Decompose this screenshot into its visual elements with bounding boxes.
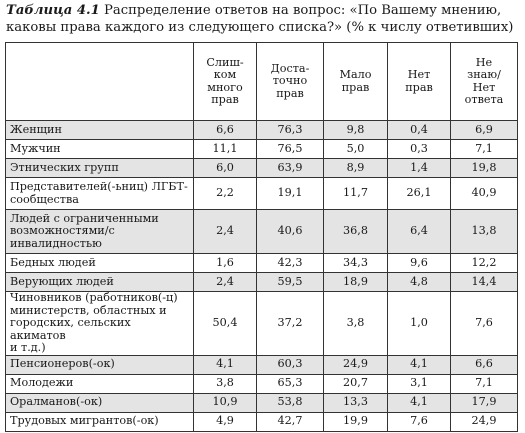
cell-value: 20,7 bbox=[323, 373, 388, 394]
cell-value: 17,9 bbox=[450, 392, 518, 413]
cell-value: 0,3 bbox=[387, 139, 451, 159]
cell-value: 7,6 bbox=[450, 291, 518, 356]
row-label: Трудовых мигрантов(-ок) bbox=[5, 411, 194, 432]
table-row: Мужчин 11,1 76,5 5,0 0,3 7,1 bbox=[5, 139, 518, 159]
column-header: Нет прав bbox=[387, 42, 451, 121]
cell-value: 76,5 bbox=[256, 139, 324, 159]
cell-value: 19,9 bbox=[323, 411, 388, 432]
cell-value: 14,4 bbox=[450, 272, 518, 292]
cell-value: 40,9 bbox=[450, 177, 518, 210]
table-row: Оралманов(-ок) 10,9 53,8 13,3 4,1 17,9 bbox=[5, 392, 518, 413]
cell-value: 7,6 bbox=[387, 411, 451, 432]
row-label: Женщин bbox=[5, 120, 194, 140]
row-label: Мужчин bbox=[5, 139, 194, 159]
cell-value: 37,2 bbox=[256, 291, 324, 356]
cell-value: 4,1 bbox=[193, 354, 257, 375]
column-header: Мало прав bbox=[323, 42, 388, 121]
column-header: Слиш-ком много прав bbox=[193, 42, 257, 121]
cell-value: 18,9 bbox=[323, 272, 388, 292]
table-body: Слиш-ком много прав Доста-точно прав Мало прав… bbox=[5, 42, 518, 432]
row-label: Этнических групп bbox=[5, 158, 194, 178]
cell-value: 65,3 bbox=[256, 373, 324, 394]
cell-value: 63,9 bbox=[256, 158, 324, 178]
cell-value: 6,6 bbox=[193, 120, 257, 140]
table-row: Представителей(-ьниц) ЛГБТ-сообщества 2,2… bbox=[5, 177, 518, 210]
cell-value: 3,1 bbox=[387, 373, 451, 394]
cell-value: 2,2 bbox=[193, 177, 257, 210]
cell-value: 2,4 bbox=[193, 272, 257, 292]
row-label: Молодежи bbox=[5, 373, 194, 394]
caption-label: Таблица 4.1 bbox=[6, 3, 100, 18]
cell-value: 19,8 bbox=[450, 158, 518, 178]
row-label: Людей с ограниченными возможностями/с инва… bbox=[5, 209, 194, 254]
responses-table: Слиш-ком много прав Доста-точно прав Мало прав… bbox=[5, 42, 518, 432]
cell-value: 2,4 bbox=[193, 209, 257, 254]
cell-value: 24,9 bbox=[450, 411, 518, 432]
cell-value: 11,7 bbox=[323, 177, 388, 210]
cell-value: 42,7 bbox=[256, 411, 324, 432]
table-row: Пенсионеров(-ок) 4,1 60,3 24,9 4,1 6,6 bbox=[5, 354, 518, 375]
cell-value: 7,1 bbox=[450, 373, 518, 394]
row-label: Чиновников (работников(-ц) министерств, о… bbox=[5, 291, 194, 356]
table-row: Молодежи 3,8 65,3 20,7 3,1 7,1 bbox=[5, 373, 518, 394]
cell-value: 4,9 bbox=[193, 411, 257, 432]
cell-value: 53,8 bbox=[256, 392, 324, 413]
cell-value: 26,1 bbox=[387, 177, 451, 210]
caption-text: Распределение ответов на вопрос: «По Ваш… bbox=[6, 3, 514, 35]
cell-value: 36,8 bbox=[323, 209, 388, 254]
row-label: Пенсионеров(-ок) bbox=[5, 354, 194, 375]
cell-value: 5,0 bbox=[323, 139, 388, 159]
cell-value: 59,5 bbox=[256, 272, 324, 292]
cell-value: 9,8 bbox=[323, 120, 388, 140]
cell-value: 13,8 bbox=[450, 209, 518, 254]
cell-value: 4,1 bbox=[387, 392, 451, 413]
cell-value: 4,8 bbox=[387, 272, 451, 292]
table-row: Бедных людей 1,6 42,3 34,3 9,6 12,2 bbox=[5, 253, 518, 273]
cell-value: 6,9 bbox=[450, 120, 518, 140]
table-row: Верующих людей 2,4 59,5 18,9 4,8 14,4 bbox=[5, 272, 518, 292]
cell-value: 4,1 bbox=[387, 354, 451, 375]
cell-value: 3,8 bbox=[323, 291, 388, 356]
cell-value: 1,0 bbox=[387, 291, 451, 356]
table-header-row: Слиш-ком много прав Доста-точно прав Мало прав… bbox=[5, 42, 518, 121]
cell-value: 10,9 bbox=[193, 392, 257, 413]
cell-value: 6,4 bbox=[387, 209, 451, 254]
cell-value: 12,2 bbox=[450, 253, 518, 273]
row-label: Представителей(-ьниц) ЛГБТ-сообщества bbox=[5, 177, 194, 210]
cell-value: 6,0 bbox=[193, 158, 257, 178]
table-row: Этнических групп 6,0 63,9 8,9 1,4 19,8 bbox=[5, 158, 518, 178]
cell-value: 8,9 bbox=[323, 158, 388, 178]
cell-value: 60,3 bbox=[256, 354, 324, 375]
row-label: Оралманов(-ок) bbox=[5, 392, 194, 413]
cell-value: 11,1 bbox=[193, 139, 257, 159]
cell-value: 1,6 bbox=[193, 253, 257, 273]
cell-value: 50,4 bbox=[193, 291, 257, 356]
table-row: Женщин 6,6 76,3 9,8 0,4 6,9 bbox=[5, 120, 518, 140]
cell-value: 1,4 bbox=[387, 158, 451, 178]
cell-value: 40,6 bbox=[256, 209, 324, 254]
column-header: Доста-точно прав bbox=[256, 42, 324, 121]
row-label: Бедных людей bbox=[5, 253, 194, 273]
table-row: Чиновников (работников(-ц) министерств, о… bbox=[5, 291, 518, 356]
cell-value: 0,4 bbox=[387, 120, 451, 140]
cell-value: 6,6 bbox=[450, 354, 518, 375]
cell-value: 42,3 bbox=[256, 253, 324, 273]
cell-value: 19,1 bbox=[256, 177, 324, 210]
cell-value: 24,9 bbox=[323, 354, 388, 375]
column-header: Не знаю/Нет ответа bbox=[450, 42, 518, 121]
table-caption: Таблица 4.1 Распределение ответов на воп… bbox=[6, 2, 522, 36]
column-header bbox=[5, 42, 194, 121]
table-row: Людей с ограниченными возможностями/с инва… bbox=[5, 209, 518, 254]
cell-value: 34,3 bbox=[323, 253, 388, 273]
cell-value: 7,1 bbox=[450, 139, 518, 159]
cell-value: 9,6 bbox=[387, 253, 451, 273]
row-label: Верующих людей bbox=[5, 272, 194, 292]
cell-value: 76,3 bbox=[256, 120, 324, 140]
cell-value: 3,8 bbox=[193, 373, 257, 394]
cell-value: 13,3 bbox=[323, 392, 388, 413]
table-row: Трудовых мигрантов(-ок) 4,9 42,7 19,9 7,6 24,… bbox=[5, 411, 518, 432]
